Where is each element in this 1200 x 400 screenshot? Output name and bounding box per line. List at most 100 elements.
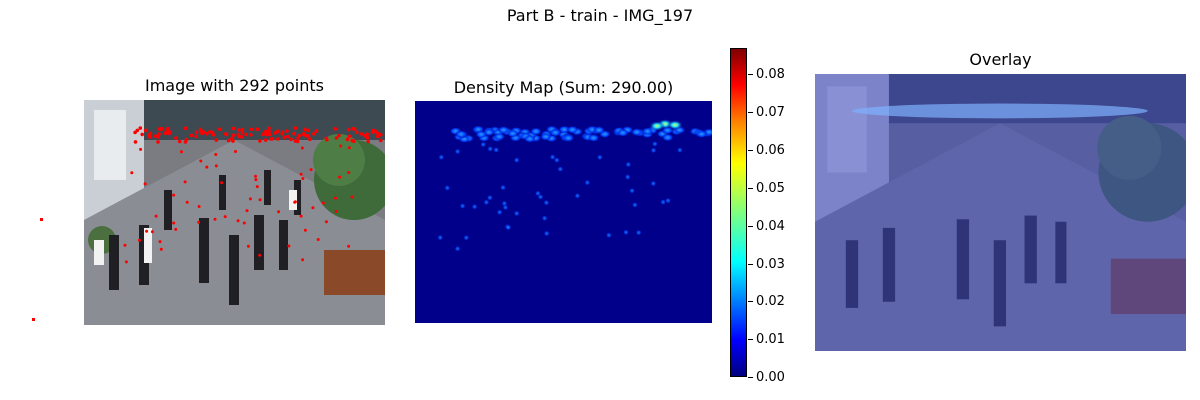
annotation-point [334, 196, 337, 200]
annotation-point [267, 132, 272, 137]
annotation-point [214, 153, 218, 156]
colorbar-tick [748, 339, 753, 341]
annotation-point [166, 126, 170, 131]
annotation-point [153, 134, 158, 138]
density-blob [665, 197, 671, 204]
annotation-point [205, 132, 209, 136]
annotation-point [130, 171, 134, 175]
annotation-point [267, 129, 271, 134]
colorbar-tick-label: 0.02 [756, 294, 785, 310]
density-blob [566, 125, 579, 134]
annotation-points [123, 126, 383, 264]
density-blob [505, 224, 512, 231]
density-blob [463, 234, 470, 241]
density-blob [695, 130, 708, 139]
density-blobs [437, 119, 712, 252]
annotation-point [273, 131, 277, 135]
colorbar-tick-label: 0.00 [756, 370, 785, 385]
density-blob [444, 184, 451, 191]
annotation-point [306, 134, 311, 138]
annotation-point [214, 138, 219, 142]
annotation-point [197, 205, 201, 208]
annotation-point [299, 172, 303, 176]
density-blob [537, 193, 544, 200]
annotation-point [137, 238, 141, 242]
annotation-point [299, 214, 303, 218]
annotation-point [325, 137, 329, 142]
density-blob [487, 145, 494, 152]
annotation-point [236, 219, 240, 223]
annotation-point [249, 133, 253, 137]
annotation-point [194, 130, 199, 134]
annotation-point [245, 209, 249, 213]
density-blob [650, 147, 657, 154]
annotation-point [276, 129, 280, 133]
annotation-point [293, 126, 298, 130]
annotation-point [143, 128, 148, 133]
density-hotspot [667, 120, 683, 130]
crowd-image [84, 100, 385, 325]
annotation-point [218, 127, 222, 131]
annotation-point [154, 214, 158, 218]
annotation-point [167, 129, 171, 134]
colorbar-tick [748, 225, 753, 227]
annotation-point [189, 133, 194, 138]
annotation-point [172, 221, 176, 225]
annotation-point [231, 126, 236, 131]
density-blob [616, 128, 629, 137]
annotation-point [287, 244, 291, 248]
annotation-point [280, 132, 284, 136]
annotation-point [258, 198, 262, 202]
annotation-point [248, 197, 252, 201]
annotation-point [240, 130, 245, 135]
density-blob [625, 161, 632, 168]
density-blob [676, 147, 683, 154]
density-blob [496, 209, 503, 216]
density-blob [459, 203, 466, 209]
density-blob [630, 128, 643, 137]
annotation-point [172, 193, 176, 197]
annotation-point [205, 165, 209, 169]
density-blob [513, 157, 520, 164]
density-blob [493, 132, 506, 141]
annotation-point [371, 128, 376, 133]
density-blob [483, 199, 490, 206]
density-panel-title: Density Map (Sum: 290.00) [453, 78, 674, 97]
density-blob [574, 192, 581, 199]
colorbar-tick-label: 0.06 [756, 143, 785, 159]
annotation-point [292, 131, 296, 136]
annotation-point [145, 229, 149, 233]
annotation-point [282, 135, 287, 140]
annotation-point [199, 159, 203, 163]
density-blob [506, 129, 519, 138]
annotation-point [156, 135, 161, 139]
annotation-point [242, 221, 246, 225]
annotation-point [157, 127, 162, 131]
image-panel-title: Image with 292 points [145, 76, 324, 95]
annotation-point [180, 150, 183, 154]
annotation-point [264, 132, 269, 137]
annotation-point [269, 137, 273, 141]
annotation-point [309, 168, 313, 172]
annotation-point [156, 140, 160, 144]
density-blob [437, 234, 444, 241]
annotation-point [255, 185, 259, 189]
overlay-image [815, 74, 1186, 351]
annotation-point [158, 240, 162, 244]
annotation-point [347, 244, 351, 248]
annotation-point [303, 228, 307, 232]
density-blob [455, 130, 468, 139]
annotation-point [300, 146, 304, 150]
colorbar-tick-label: 0.04 [756, 218, 785, 234]
figure-suptitle: Part B - train - IMG_197 [506, 6, 694, 25]
annotation-point [365, 132, 370, 136]
density-blob [623, 229, 629, 236]
annotation-point [213, 217, 217, 221]
colorbar-tick-label: 0.07 [756, 105, 785, 121]
annotation-point [324, 220, 328, 224]
annotation-point [308, 137, 312, 141]
annotation-point [133, 140, 138, 144]
annotation-point [366, 139, 371, 144]
density-blob [631, 201, 638, 208]
density-blob [650, 180, 657, 187]
